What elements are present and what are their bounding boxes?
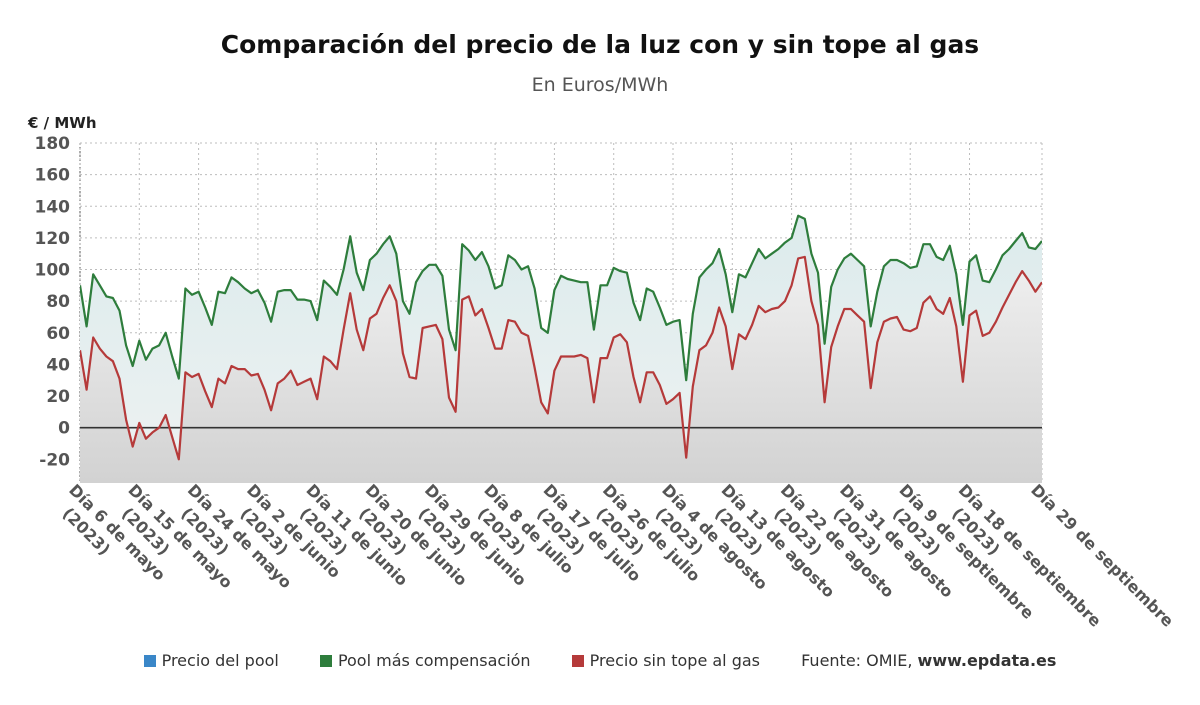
chart-subtitle: En Euros/MWh — [531, 74, 669, 96]
y-tick-label: 100 — [35, 261, 71, 281]
legend-item-sin-tope[interactable]: Precio sin tope al gas — [571, 651, 760, 670]
area-sin-tope — [80, 256, 1042, 483]
series-line-pool-compensacion — [80, 214, 1042, 382]
y-tick-label: 180 — [35, 134, 71, 154]
y-tick-label: 0 — [58, 419, 70, 439]
y-tick-label: -20 — [39, 450, 70, 470]
area-fills — [80, 215, 1042, 483]
x-tick-label: Día 29 de septiembre — [1027, 480, 1177, 630]
legend-swatch-sin-tope — [571, 655, 584, 667]
x-tick-label-line1: Día 29 de septiembre — [1027, 480, 1177, 630]
legend: Precio del pool Pool más compensación Pr… — [0, 650, 1200, 670]
y-tick-label: 140 — [35, 197, 71, 217]
legend-item-compensacion[interactable]: Pool más compensación — [319, 651, 531, 670]
source-label: Fuente: OMIE, — [801, 651, 913, 670]
y-tick-label: 20 — [46, 387, 70, 407]
legend-label-pool: Precio del pool — [161, 651, 279, 670]
source-note: Fuente: OMIE, www.epdata.es — [801, 651, 1056, 670]
chart-title: Comparación del precio de la luz con y s… — [220, 30, 980, 59]
series-line-sin-tope — [80, 255, 1042, 461]
y-axis-unit: € / MWh — [27, 114, 97, 132]
legend-label-sin-tope: Precio sin tope al gas — [589, 651, 760, 670]
legend-item-pool[interactable]: Precio del pool — [143, 651, 279, 670]
legend-swatch-compensacion — [319, 655, 332, 667]
legend-swatch-pool — [143, 655, 156, 667]
y-ticks: -20 0 20 40 60 80 100 120 140 160 180 — [35, 134, 71, 470]
y-tick-label: 120 — [35, 229, 71, 249]
series-lines — [80, 214, 1042, 461]
legend-label-compensacion: Pool más compensación — [337, 651, 531, 670]
x-ticks: Día 6 de mayo(2023) Día 15 de mayo(2023) D… — [59, 480, 1178, 630]
source-link[interactable]: www.epdata.es — [917, 651, 1057, 670]
y-tick-label: 40 — [46, 355, 70, 375]
y-tick-label: 60 — [46, 324, 70, 344]
y-tick-label: 80 — [46, 292, 70, 312]
y-tick-label: 160 — [35, 166, 71, 186]
